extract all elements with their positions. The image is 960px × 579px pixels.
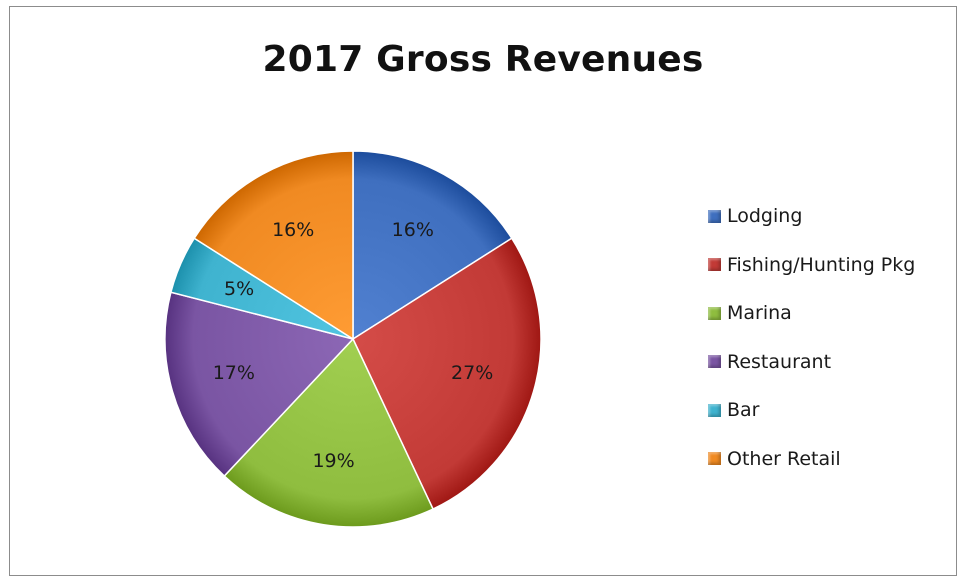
data-label-marina: 19% [312, 450, 354, 472]
legend-swatch [708, 258, 721, 271]
legend-label: Lodging [727, 205, 803, 227]
legend-item-marina: Marina [708, 301, 958, 325]
pie-slices [164, 150, 542, 528]
pie-slice-marina [223, 337, 435, 528]
legend-item-lodging: Lodging [708, 204, 958, 228]
legend-label: Bar [727, 399, 760, 421]
data-label-restaurant: 17% [213, 362, 255, 384]
legend-swatch [708, 306, 721, 320]
pie-slice-lodging [352, 150, 513, 341]
legend-swatch [708, 452, 721, 465]
legend-label: Fishing/Hunting Pkg [727, 253, 916, 276]
data-label-fishing-hunting-pkg: 27% [451, 362, 493, 384]
pie-chart: 16% 27% 19% 17% 5% 16% [164, 150, 542, 528]
data-label-bar: 5% [224, 278, 254, 300]
legend-item-bar: Bar [708, 398, 958, 422]
legend-swatch [708, 403, 721, 417]
legend-label: Other Retail [727, 447, 841, 470]
legend-label: Restaurant [727, 350, 832, 373]
legend-swatch [708, 355, 721, 368]
legend-label: Marina [727, 302, 792, 324]
legend-swatch [708, 209, 721, 223]
data-label-other-retail: 16% [272, 219, 314, 241]
chart-area: 2017 Gross Revenues 16% 27% 19% 17% 5% 16% Lo… [9, 6, 957, 576]
pie-slice-fishing-hunting-pkg [352, 237, 542, 511]
legend-item-restaurant: Restaurant [708, 350, 958, 374]
legend: Lodging Fishing/Hunting Pkg Marina Restaura… [708, 204, 958, 495]
chart-title: 2017 Gross Revenues [262, 39, 704, 80]
pie-slice-restaurant [164, 291, 355, 478]
pie-data-labels: 16% 27% 19% 17% 5% 16% [213, 219, 494, 472]
pie-slice-other-retail [193, 150, 354, 341]
legend-item-other-retail: Other Retail [708, 447, 958, 471]
data-label-lodging: 16% [392, 219, 434, 241]
legend-item-fishing-hunting-pkg: Fishing/Hunting Pkg [708, 253, 958, 277]
